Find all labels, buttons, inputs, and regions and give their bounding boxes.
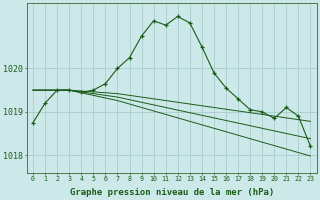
X-axis label: Graphe pression niveau de la mer (hPa): Graphe pression niveau de la mer (hPa) (70, 188, 274, 197)
